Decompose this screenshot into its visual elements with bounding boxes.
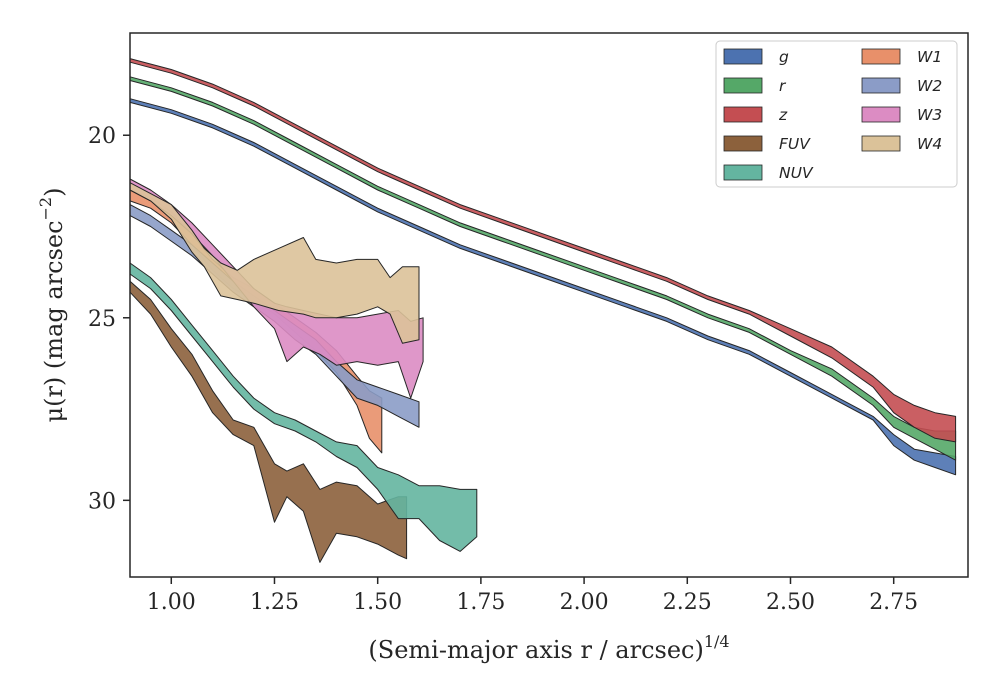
legend-swatch-nuv: [723, 164, 763, 181]
x-tick-label: 1.75: [456, 590, 505, 615]
x-tick-label: 1.50: [353, 590, 402, 615]
legend-label-g: g: [779, 48, 789, 66]
band-r: [129, 76, 957, 461]
band-w4: [129, 182, 420, 344]
legend-label-z: z: [778, 106, 788, 124]
legend-swatch-w3: [861, 106, 901, 123]
y-tick-label: 25: [88, 307, 116, 332]
legend-swatch-z: [723, 106, 763, 123]
x-tick-label: 1.00: [147, 590, 196, 615]
legend-label-w4: W4: [917, 135, 942, 153]
x-tick-label: 1.25: [250, 590, 299, 615]
legend-swatch-r: [723, 77, 763, 94]
legend-swatch-g: [723, 48, 763, 65]
legend-swatch-fuv: [723, 135, 763, 152]
legend-label-r: r: [779, 77, 787, 95]
legend-swatch-w1: [861, 48, 901, 65]
legend-swatch-w2: [861, 77, 901, 94]
legend-label-w2: W2: [917, 77, 942, 95]
x-tick-label: 2.25: [663, 590, 712, 615]
x-axis-ticks: 1.00 1.25 1.50 1.75 2.00 2.25 2.50 2.75: [147, 577, 918, 615]
plot-frame: [129, 32, 969, 578]
x-axis-label: (Semi-major axis r / arcsec)1/4: [368, 632, 729, 664]
y-axis-label: μ(r) (mag arcsec−2): [36, 188, 68, 423]
x-tick-label: 2.50: [766, 590, 815, 615]
x-tick-label: 2.75: [869, 590, 918, 615]
x-tick-label: 2.00: [560, 590, 609, 615]
legend-swatch-w4: [861, 135, 901, 152]
profile-bands: [129, 58, 957, 563]
band-fuv: [129, 280, 408, 563]
legend-label-fuv: FUV: [779, 135, 811, 153]
legend: grz FUV NUV W1 W2 W3 W4: [715, 40, 958, 188]
band-nuv: [129, 262, 478, 552]
y-tick-label: 30: [88, 489, 116, 514]
y-axis-ticks: 20 25 30: [88, 124, 130, 514]
band-g: [129, 98, 957, 476]
y-tick-label: 20: [88, 124, 116, 149]
legend-label-nuv: NUV: [779, 164, 814, 182]
legend-label-w3: W3: [917, 106, 942, 124]
band-z: [129, 58, 957, 443]
legend-label-w1: W1: [917, 48, 942, 66]
